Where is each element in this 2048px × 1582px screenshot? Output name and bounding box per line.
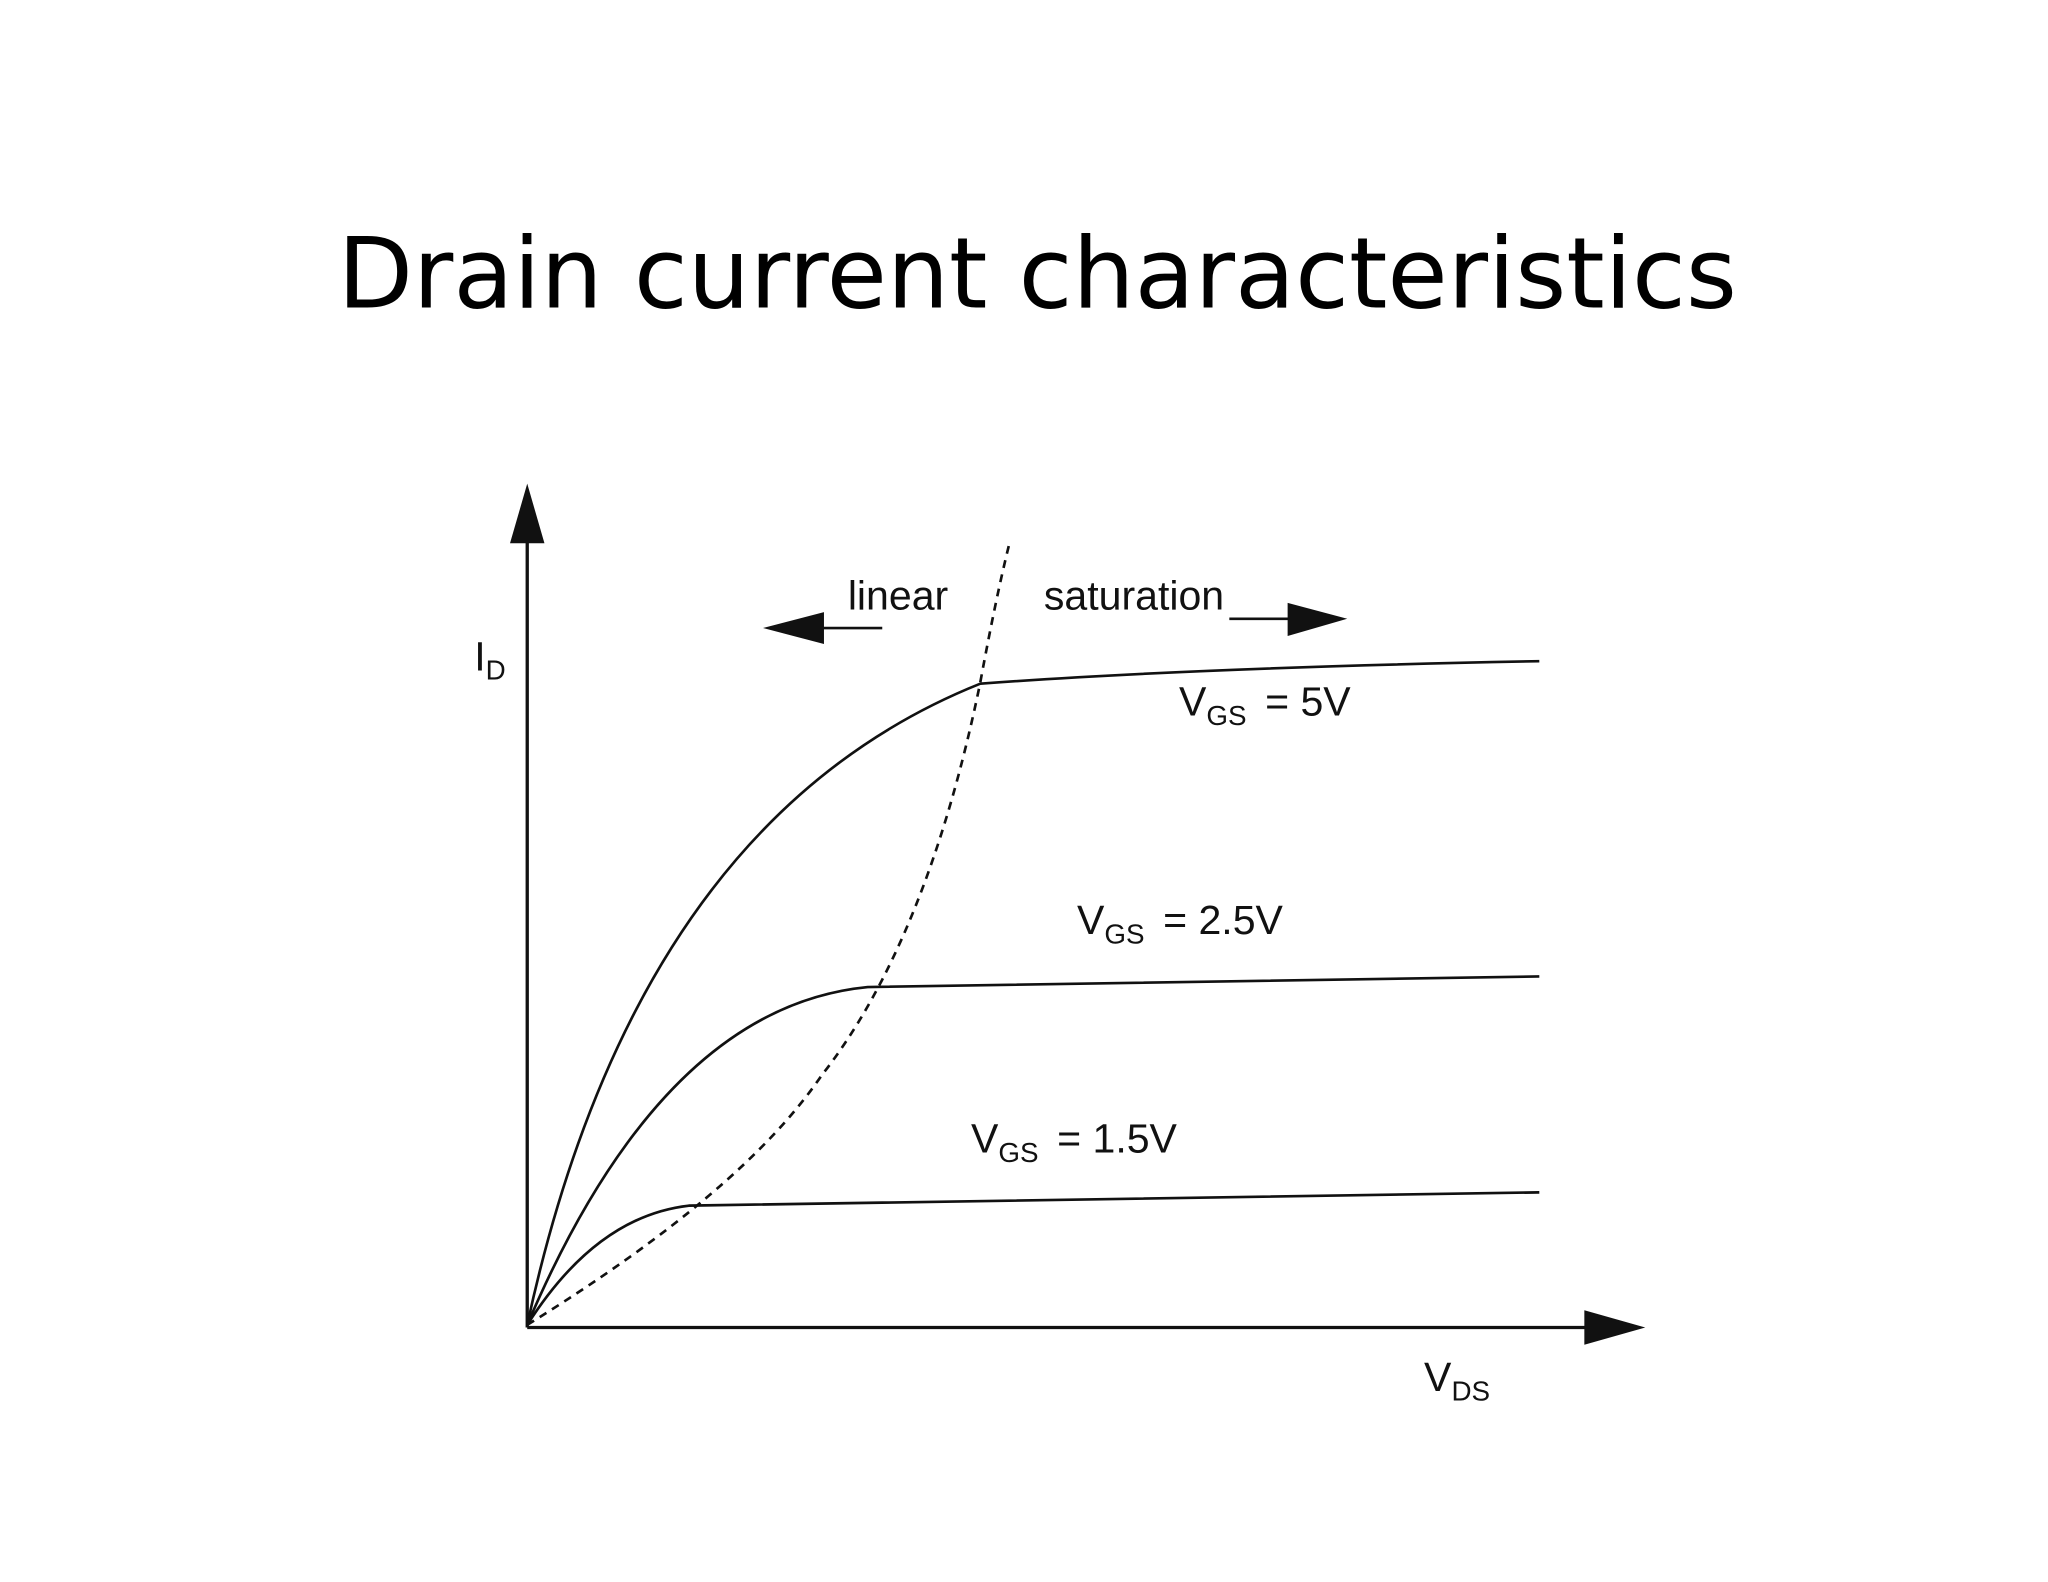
symbol: V (971, 1116, 999, 1162)
curve-label: VGS = 5V (1179, 678, 1351, 730)
subscript: GS (1206, 700, 1246, 731)
symbol: V (1077, 897, 1105, 943)
subscript: D (486, 655, 506, 686)
x-axis-arrow (1584, 1310, 1646, 1345)
y-axis-arrow (510, 483, 545, 544)
region-label: linear (848, 573, 948, 619)
subscript: GS (998, 1137, 1038, 1168)
linear-arrow-head (763, 612, 824, 644)
value: = 1.5V (1057, 1116, 1177, 1162)
curve-2-5v (526, 975, 1540, 1326)
value: = 2.5V (1163, 897, 1283, 943)
symbol: I (474, 633, 485, 679)
symbol: V (1179, 678, 1207, 724)
slide-title: Drain current characteristics (338, 217, 1737, 331)
subscript: GS (1104, 918, 1144, 949)
curve-label: VGS = 1.5V (971, 1116, 1178, 1168)
saturation-boundary (526, 542, 1011, 1326)
symbol: V (1424, 1354, 1452, 1400)
subscript: DS (1451, 1375, 1490, 1406)
y-axis-label: ID (474, 633, 505, 685)
curve-5v (525, 659, 1540, 1326)
curve-label: VGS = 2.5V (1077, 897, 1284, 949)
x-axis-label: VDS (1424, 1354, 1490, 1406)
region-label: saturation (1044, 573, 1224, 619)
value: = 5V (1265, 678, 1351, 724)
curve-1-5v (526, 1191, 1540, 1326)
saturation-arrow-head (1287, 602, 1348, 637)
